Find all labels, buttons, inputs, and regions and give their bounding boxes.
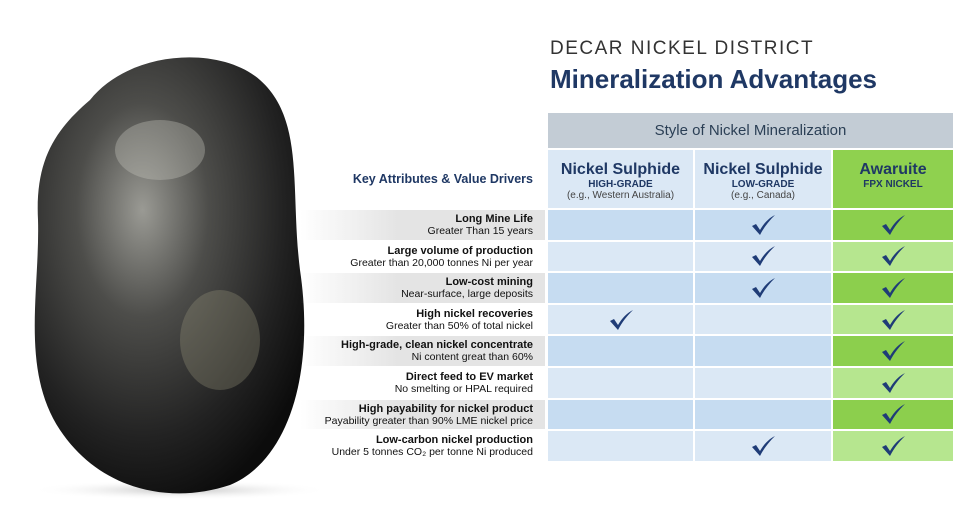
column-header: Nickel Sulphide HIGH-GRADE (e.g., Western … [548,150,693,208]
column-grade: HIGH-GRADE [588,179,653,190]
cell [833,210,953,240]
column-name: Nickel Sulphide [703,161,823,178]
cell [695,399,831,430]
check-mark [882,277,905,298]
check-mark [609,309,633,330]
detail: Greater than 50% of total nickel [385,319,533,332]
column-name: Awaruite [859,161,927,178]
detail: Payability greater than 90% LME nickel p… [324,414,533,427]
cell [548,336,693,366]
kicker: DECAR NICKEL DISTRICT [550,38,815,59]
cell [695,304,831,335]
column-grade: LOW-GRADE [731,179,795,190]
column-example: (e.g., Western Australia) [566,190,675,201]
check-mark [752,214,775,235]
cell [833,241,953,272]
attribute: High nickel recoveries [416,307,533,320]
row-label: Long Mine Life Greater Than 15 years [300,210,545,240]
row-header-label: Key Attributes & Value Drivers [352,172,533,186]
detail: Near-surface, large deposits [401,288,533,301]
column-example: (e.g., Canada) [731,190,795,201]
row-label: High payability for nickel product Payabi… [300,399,545,430]
attribute: High-grade, clean nickel concentrate [341,339,533,352]
title: Mineralization Advantages [550,64,877,94]
cell [695,241,831,272]
row-label: High nickel recoveries Greater than 50% o… [300,305,545,335]
attribute: Direct feed to EV market [405,371,533,383]
column-header: Nickel Sulphide LOW-GRADE (e.g., Canada) [695,150,831,208]
row-label: Direct feed to EV market No smelting or H… [300,368,545,398]
cell [548,241,693,272]
cell [695,368,831,398]
cell [548,273,693,303]
cell [833,273,953,303]
column-grade: FPX NICKEL [863,179,923,190]
cell [548,399,693,430]
check-mark [882,246,905,267]
row-label: Low-carbon nickel production Under 5 tonn… [300,431,545,461]
cell [548,304,693,335]
attribute: High payability for nickel product [358,402,533,415]
cell [833,399,953,430]
check-mark [752,435,775,456]
check-mark [882,341,905,362]
attribute: Long Mine Life [455,213,533,225]
row-label: Low-cost mining Near-surface, large depos… [300,273,545,303]
cell [695,431,831,461]
cell [833,304,953,335]
check-mark [882,214,905,235]
cell [695,273,831,303]
cell [695,336,831,366]
cell [548,431,693,461]
cell [548,368,693,398]
attribute: Low-cost mining [445,276,533,289]
column-name: Nickel Sulphide [560,161,681,178]
row-label: High-grade, clean nickel concentrate Ni c… [300,336,545,366]
check-mark [752,246,775,267]
check-mark [752,277,775,298]
column-header: Awaruite FPX NICKEL [833,150,953,208]
check-mark [882,309,905,330]
check-mark [882,404,905,425]
group-header: Style of Nickel Mineralization [548,113,953,148]
check-mark [882,372,905,393]
detail: Ni content great than 60% [411,351,533,364]
cell [695,210,831,240]
attribute: Low-carbon nickel production [375,434,533,447]
cell [833,368,953,398]
row-label: Large volume of production Greater than 2… [300,242,545,272]
detail: No smelting or HPAL required [394,383,533,395]
detail: Greater Than 15 years [427,225,533,237]
cell [833,336,953,366]
cell [548,210,693,240]
cell [833,431,953,461]
detail: Under 5 tonnes CO₂ per tonne Ni produced [331,446,533,459]
detail: Greater than 20,000 tonnes Ni per year [350,256,533,269]
nickel-rock-image [30,57,320,500]
attribute: Large volume of production [387,244,533,257]
check-mark [882,435,905,456]
